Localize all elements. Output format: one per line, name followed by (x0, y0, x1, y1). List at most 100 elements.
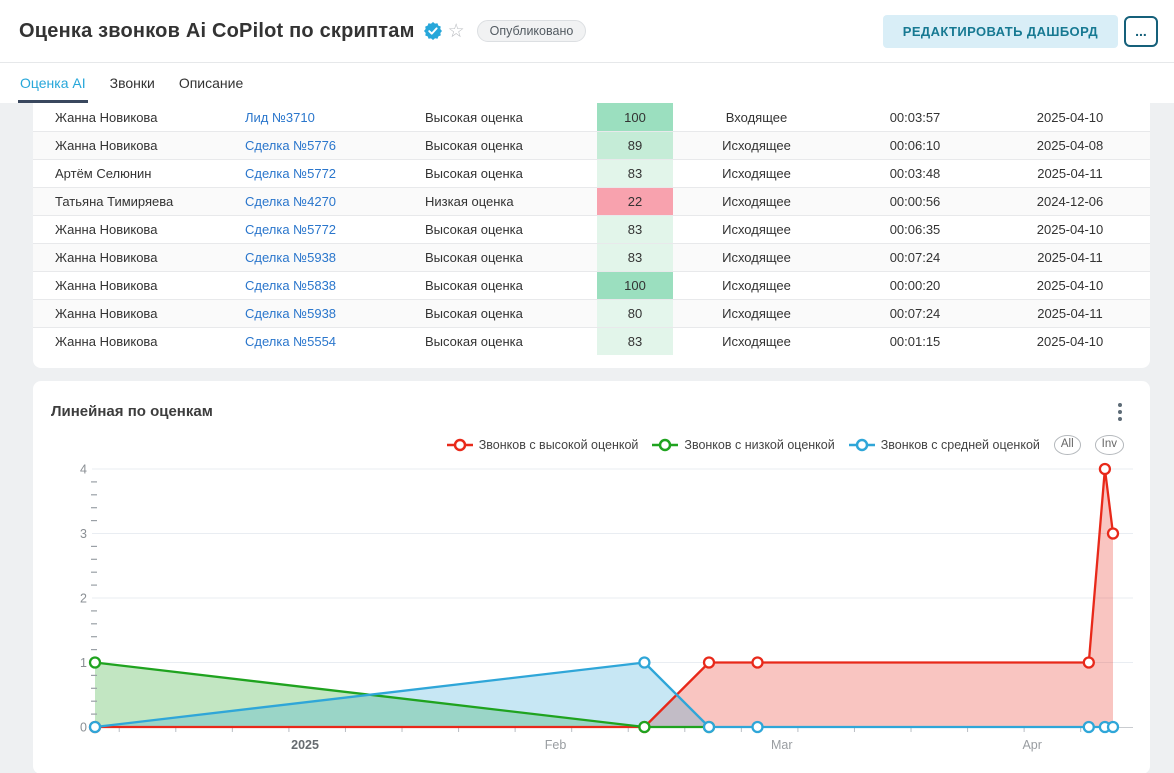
table-row: Жанна Новикова Лид №3710 Высокая оценка 100… (33, 103, 1150, 131)
call-duration: 00:06:10 (889, 138, 941, 153)
edit-dashboard-button[interactable]: РЕДАКТИРОВАТЬ ДАШБОРД (882, 14, 1118, 48)
verified-check-icon (423, 22, 442, 40)
svg-text:3: 3 (80, 527, 87, 541)
entity-link[interactable]: Сделка №5554 (245, 334, 337, 349)
entity-link[interactable]: Сделка №4270 (245, 194, 337, 209)
tab-2[interactable]: Звонки (109, 75, 155, 91)
entity-link: Сделка №5772 (245, 222, 425, 237)
entity-link: Сделка №5938 (245, 306, 425, 321)
legend-button-all[interactable]: All (1053, 435, 1081, 455)
caller-name: Татьяна Тимиряева (55, 194, 174, 209)
table-row: Татьяна Тимиряева Сделка №4270 Низкая оцен… (33, 187, 1150, 215)
score-cell: 22 (597, 188, 673, 215)
legend-item-2[interactable]: Звонков с низкой оценкой (652, 438, 835, 452)
call-duration: 00:06:35 (889, 222, 941, 237)
legend-item-1[interactable]: Звонков с высокой оценкой (446, 438, 638, 452)
call-date: 2025-04-11 (1037, 306, 1103, 321)
assessment-label: Низкая оценка (425, 194, 514, 209)
chart-legend: Звонков с высокой оценкой Звонков с низко… (51, 435, 1132, 455)
caller-name: Артём Селюнин (55, 166, 152, 181)
entity-link[interactable]: Сделка №5938 (245, 250, 337, 265)
tab-bar: Оценка AI Звонки Описание (0, 63, 1174, 103)
call-date: 2025-04-10 (1036, 222, 1104, 237)
entity-link[interactable]: Сделка №5772 (245, 166, 337, 181)
legend-item-3[interactable]: Звонков с средней оценкой (848, 438, 1040, 452)
table-row: Жанна Новикова Сделка №5838 Высокая оценка… (33, 271, 1150, 299)
published-status-badge: Опубликовано (476, 20, 587, 42)
score-cell: 83 (597, 216, 673, 243)
entity-link: Сделка №4270 (245, 194, 425, 209)
call-duration: 00:07:24 (889, 306, 941, 321)
call-duration: 00:00:20 (889, 278, 941, 293)
svg-text:Apr: Apr (1022, 738, 1041, 752)
svg-text:2: 2 (80, 591, 87, 605)
svg-text:1: 1 (80, 656, 87, 670)
score-cell: 83 (597, 328, 673, 355)
assessment-label: Высокая оценка (425, 306, 523, 321)
entity-link[interactable]: Сделка №5938 (245, 306, 337, 321)
tab-1[interactable]: Оценка AI (8, 63, 98, 103)
call-direction: Исходящее (722, 278, 791, 293)
entity-link[interactable]: Сделка №5776 (245, 138, 337, 153)
caller-name: Жанна Новикова (55, 306, 158, 321)
table-row: Жанна Новикова Сделка №5776 Высокая оценка… (33, 131, 1150, 159)
legend-button-inv[interactable]: Inv (1094, 435, 1124, 455)
dashboard-content: Жанна Новикова Лид №3710 Высокая оценка 100… (0, 103, 1174, 773)
caller-name: Жанна Новикова (55, 250, 158, 265)
entity-link[interactable]: Сделка №5838 (245, 278, 337, 293)
call-direction: Исходящее (722, 306, 791, 321)
svg-text:4: 4 (80, 462, 87, 476)
call-direction: Входящее (725, 109, 788, 125)
table-row: Жанна Новикова Сделка №5938 Высокая оценка… (33, 299, 1150, 327)
call-duration: 00:03:57 (889, 109, 941, 125)
entity-link: Сделка №5776 (245, 138, 425, 153)
caller-name: Жанна Новикова (55, 109, 158, 125)
score-cell: 89 (597, 132, 673, 159)
call-date: 2025-04-11 (1037, 250, 1103, 265)
entity-link[interactable]: Сделка №5772 (245, 222, 337, 237)
chart-kebab-menu-icon[interactable] (1114, 399, 1126, 425)
assessment-label: Высокая оценка (425, 138, 523, 153)
svg-text:2025: 2025 (291, 738, 319, 752)
page-header: Оценка звонков Ai CoPilot по скриптам ☆ … (0, 0, 1174, 63)
assessment-label: Высокая оценка (425, 222, 523, 237)
entity-link: Сделка №5772 (245, 166, 425, 181)
entity-link[interactable]: Лид №3710 (245, 109, 315, 125)
table-row: Артём Селюнин Сделка №5772 Высокая оценка 8… (33, 159, 1150, 187)
calls-table-card: Жанна Новикова Лид №3710 Высокая оценка 100… (33, 103, 1150, 368)
legend-marker-icon (848, 438, 875, 451)
legend-marker-icon (446, 438, 473, 451)
assessment-label: Высокая оценка (425, 278, 523, 293)
call-duration: 00:00:56 (889, 194, 941, 209)
caller-name: Жанна Новикова (55, 334, 158, 349)
line-chart-card: Линейная по оценкам Звонков с высокой оц… (33, 381, 1150, 773)
svg-text:0: 0 (80, 720, 87, 734)
call-date: 2025-04-10 (1036, 334, 1104, 349)
entity-link: Сделка №5554 (245, 334, 425, 349)
call-date: 2025-04-08 (1036, 138, 1104, 153)
svg-text:Feb: Feb (545, 738, 567, 752)
score-cell: 100 (597, 103, 673, 131)
chart-title: Линейная по оценкам (51, 403, 213, 420)
caller-name: Жанна Новикова (55, 138, 158, 153)
call-direction: Исходящее (722, 194, 791, 209)
assessment-label: Высокая оценка (425, 166, 523, 181)
tab-3[interactable]: Описание (178, 75, 244, 91)
call-direction: Исходящее (722, 222, 791, 237)
table-row: Жанна Новикова Сделка №5554 Высокая оценка… (33, 327, 1150, 355)
call-date: 2024-12-06 (1036, 194, 1104, 209)
call-direction: Исходящее (722, 138, 791, 153)
call-date: 2025-04-11 (1037, 166, 1103, 181)
score-cell: 83 (597, 244, 673, 271)
entity-link: Лид №3710 (245, 110, 425, 125)
call-date: 2025-04-10 (1036, 278, 1104, 293)
table-row: Жанна Новикова Сделка №5938 Высокая оценка… (33, 243, 1150, 271)
more-options-button[interactable]: ... (1124, 15, 1158, 47)
star-icon[interactable]: ☆ (447, 20, 465, 42)
score-cell: 83 (597, 160, 673, 187)
assessment-label: Высокая оценка (425, 250, 523, 265)
entity-link: Сделка №5838 (245, 278, 425, 293)
call-direction: Исходящее (722, 166, 791, 181)
table-row: Жанна Новикова Сделка №5772 Высокая оценка… (33, 215, 1150, 243)
call-direction: Исходящее (722, 334, 791, 349)
